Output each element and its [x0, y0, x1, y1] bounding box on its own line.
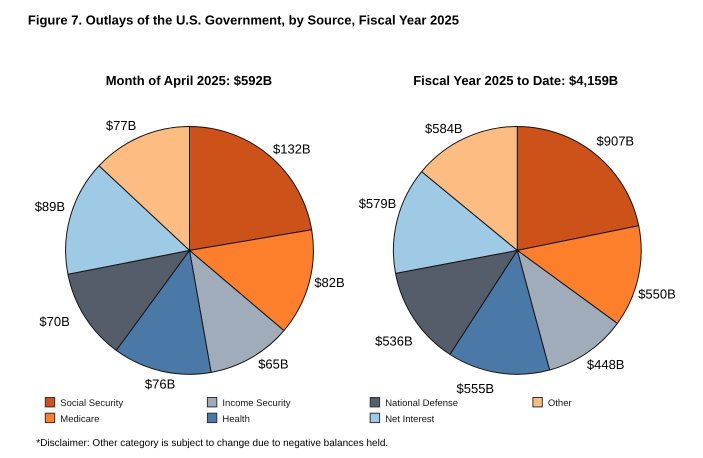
svg-text:$584B: $584B: [425, 121, 463, 136]
svg-text:$76B: $76B: [145, 376, 175, 391]
svg-text:Other: Other: [548, 398, 572, 409]
svg-text:National Defense: National Defense: [385, 398, 458, 409]
svg-text:*Disclaimer: Other category is: *Disclaimer: Other category is subject t…: [36, 438, 388, 449]
svg-text:Figure 7. Outlays of the U.S.: Figure 7. Outlays of the U.S. Government…: [28, 13, 459, 28]
svg-text:$550B: $550B: [638, 287, 676, 302]
svg-text:$65B: $65B: [258, 356, 288, 371]
svg-text:$579B: $579B: [359, 196, 397, 211]
svg-text:$70B: $70B: [39, 314, 69, 329]
svg-text:$448B: $448B: [587, 357, 625, 372]
svg-text:$82B: $82B: [314, 275, 344, 290]
svg-text:$536B: $536B: [375, 333, 413, 348]
svg-text:$132B: $132B: [273, 142, 311, 157]
svg-text:Fiscal Year 2025 to Date: $4,1: Fiscal Year 2025 to Date: $4,159B: [413, 73, 618, 88]
svg-text:Medicare: Medicare: [60, 414, 99, 425]
svg-text:$555B: $555B: [457, 381, 495, 396]
svg-text:$907B: $907B: [597, 134, 635, 149]
svg-text:Social Security: Social Security: [60, 398, 123, 409]
svg-text:Month of April 2025: $592B: Month of April 2025: $592B: [106, 73, 272, 88]
svg-text:Health: Health: [222, 414, 249, 425]
svg-text:Net Interest: Net Interest: [385, 414, 434, 425]
svg-text:Income Security: Income Security: [222, 398, 290, 409]
svg-text:$89B: $89B: [35, 199, 65, 214]
svg-text:$77B: $77B: [106, 118, 136, 133]
